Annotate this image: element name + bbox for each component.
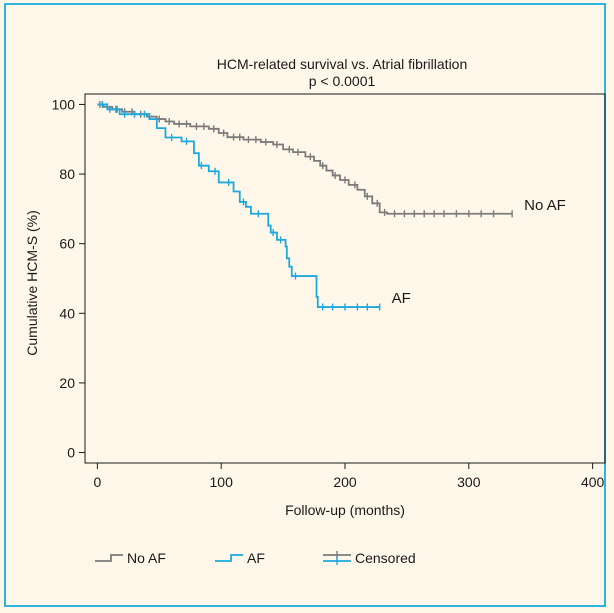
y-tick-label: 80 [59,166,75,182]
legend-swatch-af [215,554,243,562]
y-tick-label: 60 [59,236,75,252]
plot-area: 0 20 40 60 80 100 0 100 200 300 400 No AF AF [52,93,606,490]
legend-label-af: AF [247,550,265,566]
legend-label-no-af: No AF [127,550,166,566]
x-tick-label: 100 [210,474,234,490]
y-tick-label: 0 [67,445,75,461]
chart-subtitle: p < 0.0001 [309,73,376,89]
chart-title: HCM-related survival vs. Atrial fibrilla… [217,56,468,72]
x-tick-label: 400 [581,474,605,490]
x-tick-label: 300 [457,474,481,490]
survival-curve-no-af [97,103,513,215]
survival-curve-af [97,103,380,308]
x-axis-label: Follow-up (months) [285,502,405,518]
legend: No AF AF Censored [95,550,416,566]
plot-frame [84,93,606,464]
y-axis-label: Cumulative HCM-S (%) [24,210,40,355]
legend-swatch-no-af [95,554,123,562]
x-tick-label: 0 [93,474,101,490]
end-label-af: AF [392,290,411,307]
y-tick-label: 40 [59,305,75,321]
y-tick-label: 100 [52,96,76,112]
y-tick-label: 20 [59,375,75,391]
end-label-no-af: No AF [524,197,566,214]
legend-label-censored: Censored [355,550,416,566]
x-tick-label: 200 [333,474,357,490]
